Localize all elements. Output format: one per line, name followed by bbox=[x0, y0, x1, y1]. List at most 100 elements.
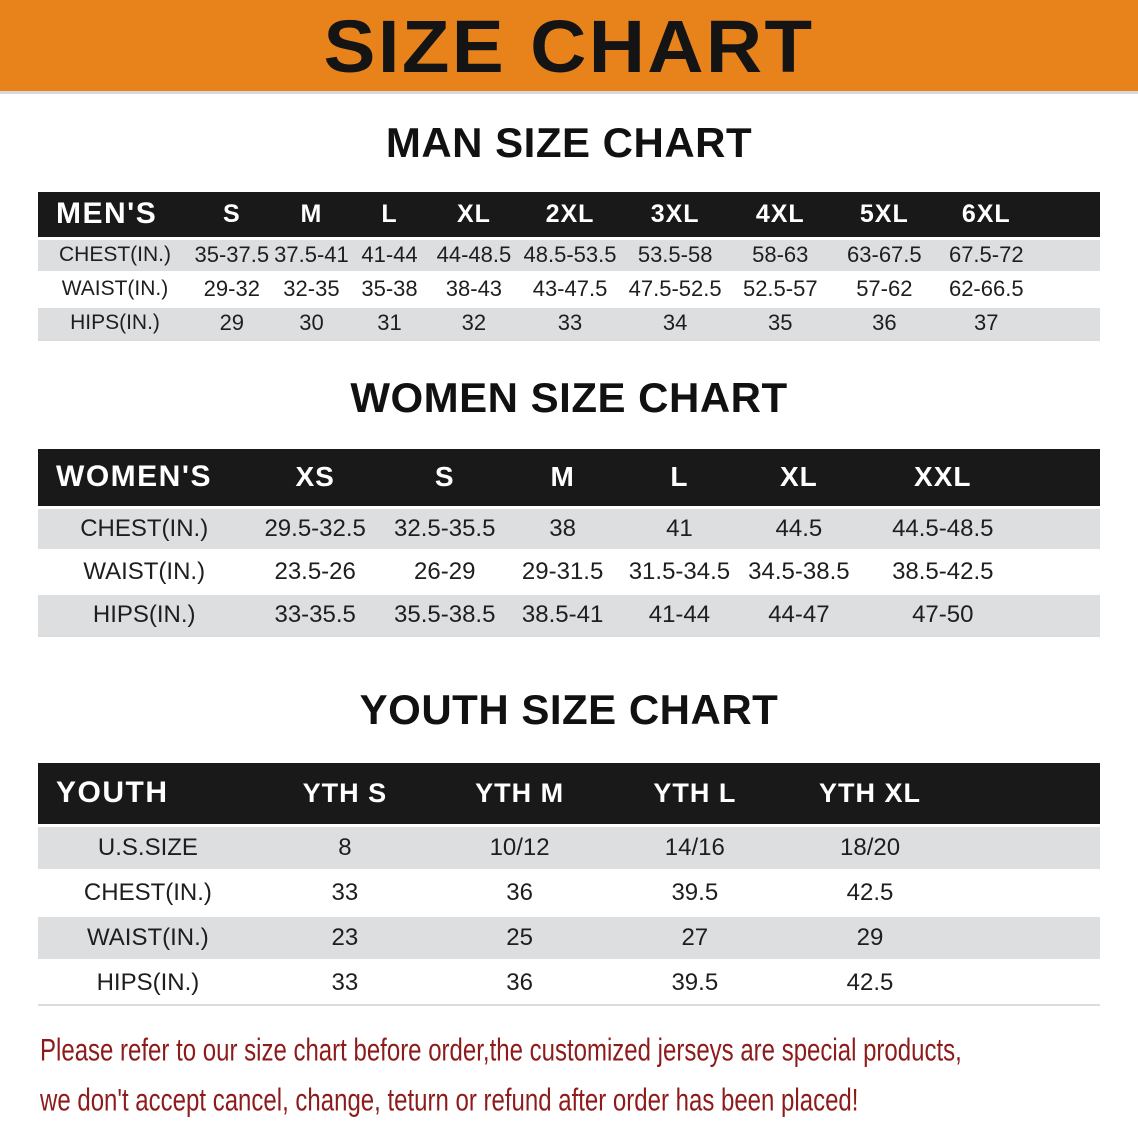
size-chart-banner: SIZE CHART bbox=[0, 0, 1138, 94]
size-value-cell: 34 bbox=[619, 304, 731, 340]
size-value-cell: 36 bbox=[431, 958, 608, 1005]
size-value-cell: 37.5-41 bbox=[271, 236, 352, 272]
table-header-row: MEN'S S M L XL 2XL 3XL 4XL 5XL 6XL bbox=[38, 192, 1100, 238]
table-row: U.S.SIZE 8 10/12 14/16 18/20 bbox=[38, 823, 1100, 870]
size-column-header: XL bbox=[427, 192, 521, 238]
youth-size-table: YOUTH YTH S YTH M YTH L YTH XL U.S.SIZE 8 10/12… bbox=[38, 763, 1100, 1006]
filler-cell bbox=[1034, 192, 1100, 238]
size-value-cell: 62-66.5 bbox=[938, 270, 1035, 306]
size-column-header: 2XL bbox=[520, 192, 620, 238]
size-value-cell: 47-50 bbox=[854, 591, 1031, 636]
size-value-cell: 38-43 bbox=[427, 270, 521, 306]
men-section-title: MAN SIZE CHART bbox=[385, 119, 753, 166]
measurement-row-label: HIPS(IN.) bbox=[38, 304, 192, 340]
measurement-row-label: HIPS(IN.) bbox=[38, 958, 258, 1005]
size-value-cell: 38.5-41 bbox=[509, 591, 616, 636]
size-value-cell: 23 bbox=[257, 913, 432, 960]
measurement-row-label: WAIST(IN.) bbox=[38, 270, 192, 306]
size-column-header: 4XL bbox=[730, 192, 831, 238]
size-value-cell: 36 bbox=[830, 304, 939, 340]
youth-section-title: YOUTH SIZE CHART bbox=[359, 686, 779, 733]
size-value-cell: 58-63 bbox=[730, 236, 831, 272]
measurement-row-label: WAIST(IN.) bbox=[38, 913, 258, 960]
women-size-table: WOMEN'S XS S M L XL XXL CHEST(IN.) 29.5-32.5 32.5… bbox=[38, 449, 1100, 637]
measurement-row-label: CHEST(IN.) bbox=[38, 505, 251, 550]
size-column-header: 5XL bbox=[830, 192, 939, 238]
size-column-header: XXL bbox=[854, 449, 1031, 507]
size-value-cell: 31.5-34.5 bbox=[615, 548, 744, 593]
size-value-cell: 41-44 bbox=[615, 591, 744, 636]
filler-cell bbox=[957, 958, 1100, 1005]
size-value-cell: 29 bbox=[782, 913, 958, 960]
size-value-cell: 32 bbox=[427, 304, 521, 340]
size-value-cell: 10/12 bbox=[431, 823, 608, 870]
size-value-cell: 37 bbox=[938, 304, 1035, 340]
size-value-cell: 38.5-42.5 bbox=[854, 548, 1031, 593]
measurement-row-label: CHEST(IN.) bbox=[38, 868, 258, 915]
size-value-cell: 39.5 bbox=[607, 868, 783, 915]
size-value-cell: 26-29 bbox=[379, 548, 510, 593]
table-row: CHEST(IN.) 35-37.5 37.5-41 41-44 44-48.5 48.5… bbox=[38, 236, 1100, 272]
size-value-cell: 39.5 bbox=[607, 958, 783, 1005]
filler-cell bbox=[957, 823, 1100, 870]
disclaimer-text: Please refer to our size chart before or… bbox=[40, 1026, 1138, 1126]
size-value-cell: 35 bbox=[730, 304, 831, 340]
size-value-cell: 25 bbox=[431, 913, 608, 960]
size-value-cell: 44-47 bbox=[743, 591, 855, 636]
table-row: HIPS(IN.) 29 30 31 32 33 34 35 36 37 bbox=[38, 304, 1100, 340]
size-value-cell: 42.5 bbox=[782, 868, 958, 915]
filler-cell bbox=[957, 868, 1100, 915]
size-value-cell: 23.5-26 bbox=[250, 548, 380, 593]
size-value-cell: 29 bbox=[191, 304, 272, 340]
disclaimer-line-2: we don't accept cancel, change, teturn o… bbox=[40, 1082, 859, 1118]
filler-cell bbox=[1030, 449, 1100, 507]
size-value-cell: 33 bbox=[257, 958, 432, 1005]
size-value-cell: 32-35 bbox=[271, 270, 352, 306]
filler-cell bbox=[1034, 236, 1100, 272]
filler-cell bbox=[1030, 505, 1100, 550]
size-value-cell: 41 bbox=[615, 505, 744, 550]
size-value-cell: 32.5-35.5 bbox=[379, 505, 510, 550]
table-header-row: WOMEN'S XS S M L XL XXL bbox=[38, 449, 1100, 507]
size-value-cell: 44.5-48.5 bbox=[854, 505, 1031, 550]
size-value-cell: 30 bbox=[271, 304, 352, 340]
table-corner-label: YOUTH bbox=[38, 763, 258, 825]
size-column-header: M bbox=[271, 192, 352, 238]
size-column-header: YTH M bbox=[431, 763, 608, 825]
size-column-header: S bbox=[191, 192, 272, 238]
size-value-cell: 29.5-32.5 bbox=[250, 505, 380, 550]
size-value-cell: 33 bbox=[257, 868, 432, 915]
table-row: HIPS(IN.) 33-35.5 35.5-38.5 38.5-41 41-44 44-… bbox=[38, 591, 1100, 636]
size-value-cell: 33-35.5 bbox=[250, 591, 380, 636]
men-size-table: MEN'S S M L XL 2XL 3XL 4XL 5XL 6XL CHEST(IN.) 35-37… bbox=[38, 192, 1100, 341]
size-column-header: S bbox=[379, 449, 510, 507]
size-value-cell: 63-67.5 bbox=[830, 236, 939, 272]
size-value-cell: 38 bbox=[509, 505, 616, 550]
size-column-header: M bbox=[509, 449, 616, 507]
size-column-header: YTH XL bbox=[782, 763, 958, 825]
size-column-header: 3XL bbox=[619, 192, 731, 238]
size-value-cell: 29-31.5 bbox=[509, 548, 616, 593]
table-corner-label: MEN'S bbox=[38, 192, 192, 238]
table-header-row: YOUTH YTH S YTH M YTH L YTH XL bbox=[38, 763, 1100, 825]
size-value-cell: 48.5-53.5 bbox=[520, 236, 620, 272]
table-row: WAIST(IN.) 29-32 32-35 35-38 38-43 43-47.5 47.… bbox=[38, 270, 1100, 306]
size-value-cell: 31 bbox=[351, 304, 428, 340]
size-value-cell: 57-62 bbox=[830, 270, 939, 306]
table-row: HIPS(IN.) 33 36 39.5 42.5 bbox=[38, 958, 1100, 1005]
size-column-header: XL bbox=[743, 449, 855, 507]
size-value-cell: 53.5-58 bbox=[619, 236, 731, 272]
size-value-cell: 18/20 bbox=[782, 823, 958, 870]
table-row: CHEST(IN.) 29.5-32.5 32.5-35.5 38 41 44.5 44.5… bbox=[38, 505, 1100, 550]
table-row: WAIST(IN.) 23.5-26 26-29 29-31.5 31.5-34.5 34… bbox=[38, 548, 1100, 593]
size-value-cell: 43-47.5 bbox=[520, 270, 620, 306]
size-value-cell: 35-38 bbox=[351, 270, 428, 306]
filler-cell bbox=[957, 763, 1100, 825]
measurement-row-label: CHEST(IN.) bbox=[38, 236, 192, 272]
size-value-cell: 44-48.5 bbox=[427, 236, 521, 272]
size-value-cell: 34.5-38.5 bbox=[743, 548, 855, 593]
size-value-cell: 14/16 bbox=[607, 823, 783, 870]
filler-cell bbox=[1030, 548, 1100, 593]
size-column-header: XS bbox=[250, 449, 380, 507]
size-value-cell: 44.5 bbox=[743, 505, 855, 550]
